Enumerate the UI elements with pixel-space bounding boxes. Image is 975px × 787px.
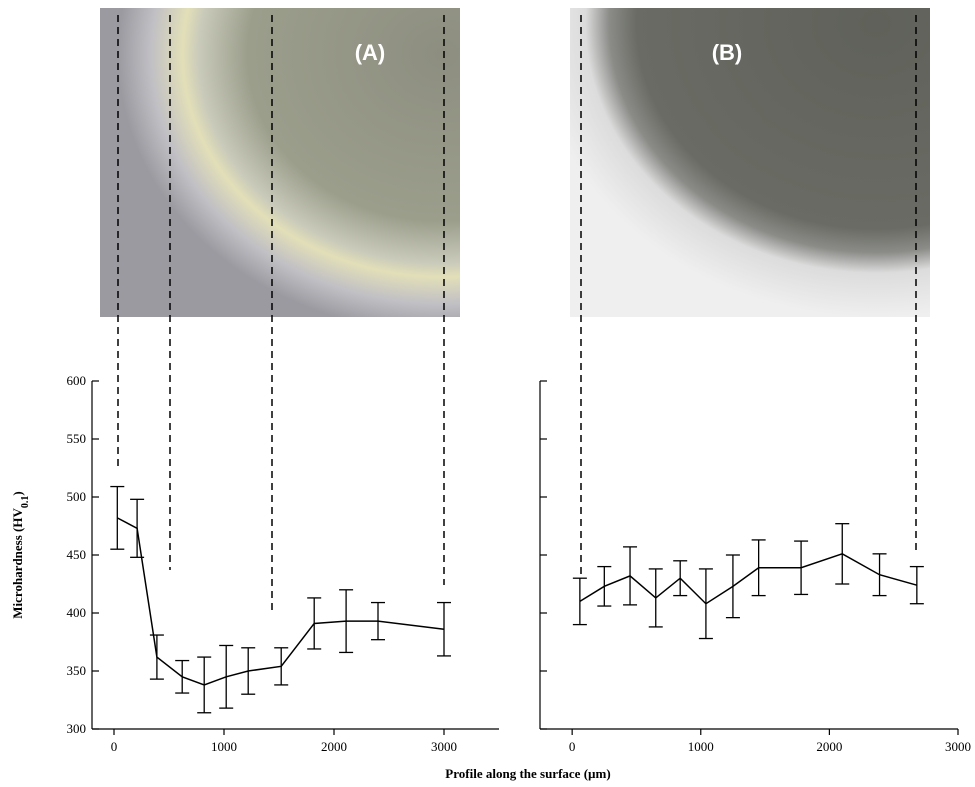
x-tick-label: 3000 xyxy=(431,739,457,754)
micrograph-a xyxy=(100,8,460,317)
y-axis-label-end: ) xyxy=(10,491,25,495)
y-tick-label: 450 xyxy=(67,547,87,562)
y-axis-label-main: Microhardness (HV xyxy=(10,508,25,619)
micrograph-b xyxy=(570,8,930,317)
x-axis-label: Profile along the surface (µm) xyxy=(445,766,610,781)
x-tick-label: 2000 xyxy=(816,739,842,754)
y-tick-label: 600 xyxy=(67,373,87,388)
guide-lines xyxy=(117,15,917,610)
x-tick-label: 1000 xyxy=(688,739,714,754)
data-line xyxy=(579,553,918,605)
panel-label: (B) xyxy=(712,40,743,65)
x-tick-label: 0 xyxy=(111,739,118,754)
y-tick-label: 550 xyxy=(67,431,87,446)
y-axis-label: Microhardness (HV0.1) xyxy=(10,491,31,618)
y-tick-label: 400 xyxy=(67,605,87,620)
y-tick-label: 500 xyxy=(67,489,87,504)
x-tick-label: 3000 xyxy=(945,739,971,754)
panel-label: (A) xyxy=(355,40,386,65)
x-tick-label: 2000 xyxy=(321,739,347,754)
y-axis-label-sub: 0.1 xyxy=(20,496,31,509)
x-tick-label: 1000 xyxy=(211,739,237,754)
x-tick-label: 0 xyxy=(569,739,576,754)
y-tick-label: 300 xyxy=(67,721,87,736)
y-tick-label: 350 xyxy=(67,663,87,678)
data-line xyxy=(116,517,445,686)
